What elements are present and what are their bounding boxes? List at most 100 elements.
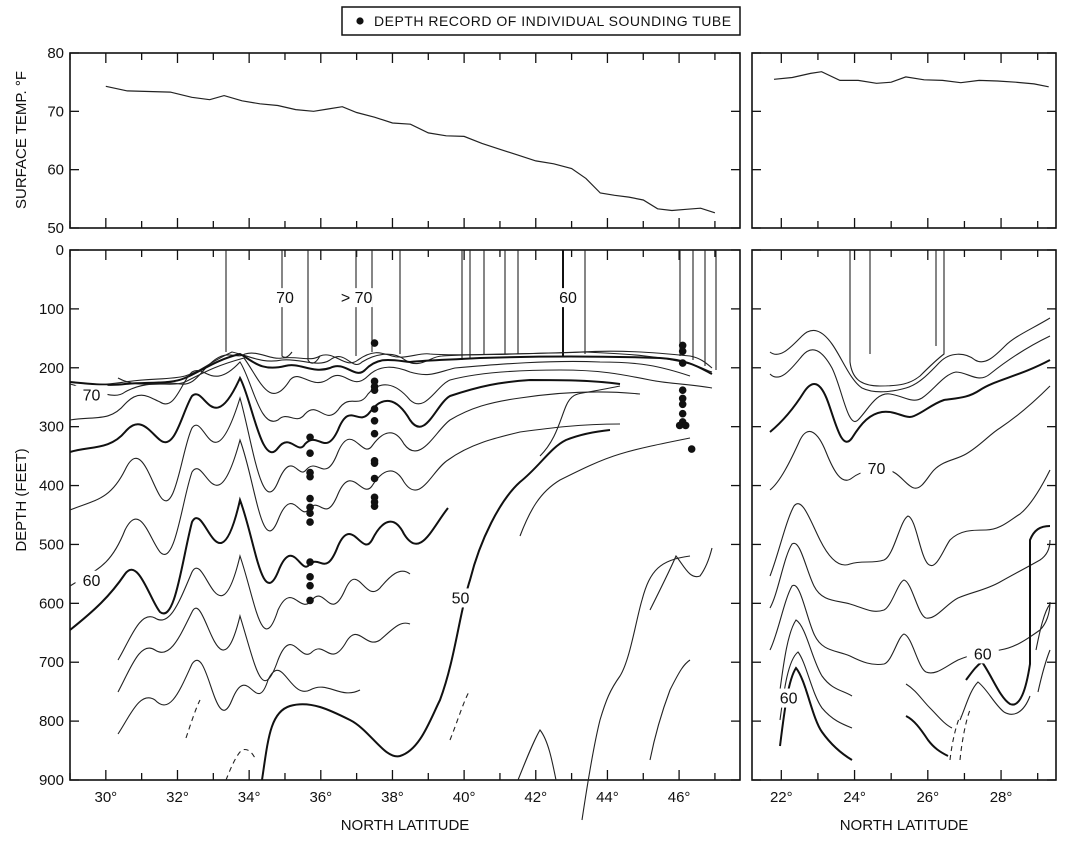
sounding-dot: [306, 494, 314, 503]
sounding-dot: [306, 518, 314, 526]
contour-labels: 70 > 70 60 70 60 50 70 60 60: [75, 288, 999, 708]
isotherm-60: [69, 496, 449, 631]
isotherm-line: [517, 729, 557, 781]
depth-left-frame: [69, 249, 741, 781]
y-tick-label: 600: [39, 595, 64, 612]
sounding-dot: [681, 421, 690, 430]
isotherm-line: [69, 357, 691, 396]
x-tick-label: 32°: [166, 789, 189, 806]
legend-box: [341, 6, 741, 36]
contour-label-bg: [966, 644, 999, 664]
contour-label: 70: [83, 387, 101, 404]
isotherm-line: [649, 659, 691, 761]
sounding-dot: [306, 472, 314, 481]
isotherm-line: [117, 660, 361, 735]
sounding-dot: [687, 445, 696, 453]
contour-label-bg: [860, 458, 893, 478]
sounding-dot: [678, 409, 687, 418]
sounding-dot: [370, 502, 379, 510]
isotherm-outcrop: [307, 250, 321, 364]
tick-labels-layer: 50 60 70 80 30° 32° 34° 36° 38° 40° 42° 44° 46° 0 100 2…: [39, 45, 1012, 806]
y-tick-label: 100: [39, 301, 64, 318]
isotherm-line: [769, 317, 1051, 393]
contour-label: 60: [559, 290, 577, 307]
y-tick-label: 70: [47, 103, 64, 120]
isotherm-line: [779, 619, 853, 697]
y-tick-label: 60: [47, 162, 64, 179]
sounding-dot: [306, 573, 314, 581]
legend-label: DEPTH RECORD OF INDIVIDUAL SOUNDING TUBE: [374, 13, 732, 29]
isotherm-50: [261, 429, 611, 781]
isotherm-outcrop: [849, 250, 945, 387]
isotherm-line: [1037, 649, 1051, 693]
isotherm-line: [905, 683, 953, 729]
isotherm-line: [69, 423, 621, 587]
x-tick-label: 30°: [94, 789, 117, 806]
sounding-dot: [678, 359, 687, 367]
isotherm-line: [581, 555, 691, 821]
contour-label: 60: [780, 691, 798, 708]
contour-label-bg: [340, 288, 373, 308]
isotherm-70: [69, 352, 713, 386]
surface-temp-series-right: [773, 71, 1049, 88]
sounding-dot: [678, 347, 687, 356]
sounding-dot: [370, 386, 379, 394]
y-tick-label: 400: [39, 478, 64, 495]
isotherm-line: [779, 651, 853, 729]
isotherm-line: [1035, 603, 1051, 651]
isotherm-line: [769, 469, 1051, 577]
surface-right-frame: [751, 52, 1057, 229]
sounding-dot: [678, 386, 687, 394]
x-tick-label: 38°: [381, 789, 404, 806]
contour-label-bg: [444, 588, 477, 608]
sounding-dot: [306, 581, 314, 590]
sounding-dot: [306, 509, 314, 518]
isotherm-70: [769, 359, 1051, 443]
x-tick-label: 40°: [453, 789, 476, 806]
contour-label: 70: [276, 290, 294, 307]
x-tick-label: 42°: [524, 789, 547, 806]
contour-label-bg: [772, 688, 805, 708]
isotherm-dashed: [225, 748, 257, 781]
isotherm-line: [769, 335, 1051, 423]
isotherm-dashed: [959, 709, 971, 761]
contour-label-bg: [75, 570, 108, 590]
x-tick-label: 26°: [916, 789, 939, 806]
tick-layer: [69, 52, 1056, 781]
y-tick-label: 300: [39, 419, 64, 436]
x-tick-label: 44°: [596, 789, 619, 806]
x-tick-label: 46°: [668, 789, 691, 806]
isotherm-60: [779, 666, 853, 761]
y-tick-label: 900: [39, 772, 64, 789]
legend-sounding-marker: [356, 17, 364, 25]
isotherm-line: [769, 584, 1051, 674]
sounding-dot: [306, 558, 314, 566]
contour-label: 70: [868, 461, 886, 478]
contour-label-bg: [552, 288, 585, 308]
contour-label: 60: [83, 573, 101, 590]
isotherm-line: [649, 547, 713, 611]
sounding-dot: [675, 421, 684, 430]
isotherm-line: [769, 385, 1051, 491]
sounding-dot: [370, 416, 379, 425]
sounding-dot: [678, 341, 687, 350]
isotherm-line: [539, 385, 621, 457]
isotherm-dashed: [185, 699, 201, 739]
isotherm-line-bold: [69, 375, 621, 453]
x-tick-label: 24°: [843, 789, 866, 806]
isotherms-right: [769, 250, 1051, 761]
depth-axis-title: DEPTH (FEET): [13, 448, 30, 551]
isotherm-line: [69, 391, 641, 511]
isotherm-line: [69, 361, 713, 422]
y-tick-label: 0: [56, 242, 64, 259]
left-xaxis-title: NORTH LATITUDE: [341, 817, 470, 834]
contour-label-bg: [268, 288, 301, 308]
right-xaxis-title: NORTH LATITUDE: [840, 817, 969, 834]
sounding-dot: [306, 503, 314, 512]
isotherm-line: [959, 681, 1031, 721]
y-tick-label: 800: [39, 713, 64, 730]
isotherm-line: [519, 437, 691, 537]
contour-label: 50: [452, 590, 470, 607]
sounding-dot: [370, 474, 379, 483]
surface-left-frame: [69, 52, 741, 229]
